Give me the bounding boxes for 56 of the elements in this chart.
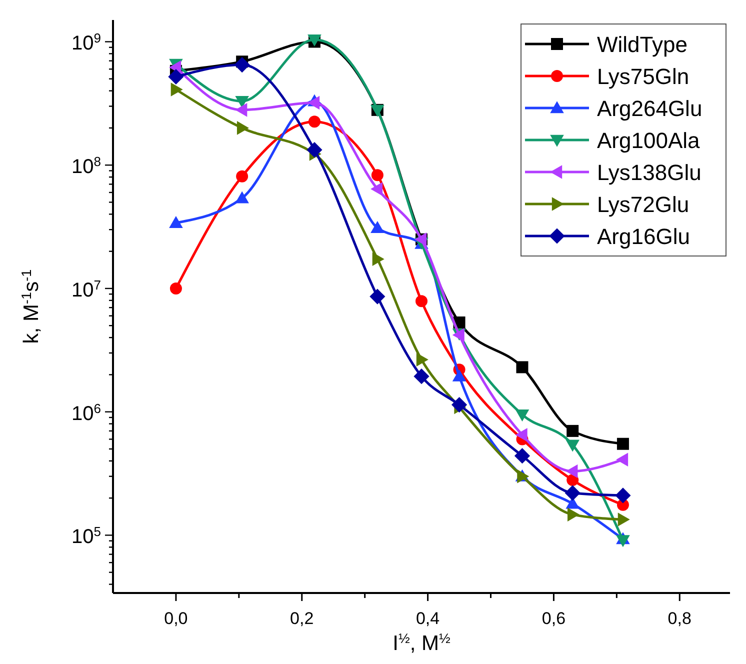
point — [170, 282, 182, 294]
legend-label: Lys138Glu — [597, 160, 702, 185]
point — [370, 220, 384, 233]
legend-label: Arg100Ala — [597, 128, 701, 153]
point — [615, 488, 631, 504]
x-tick-label: 0,4 — [416, 609, 440, 628]
point — [451, 397, 468, 413]
x-tick-label: 0,8 — [668, 609, 692, 628]
y-tick-label: 10$^{9}$ — [72, 30, 101, 55]
point — [616, 452, 628, 466]
legend-label: WildType — [597, 32, 688, 57]
point — [168, 68, 184, 85]
y-tick-label: 10$^{5}$ — [72, 524, 101, 548]
legend-label: Arg16Glu — [597, 224, 690, 249]
point — [616, 438, 629, 450]
point — [372, 252, 384, 266]
point — [515, 428, 528, 442]
y-tick-label: 10$^{8}$ — [72, 154, 101, 178]
point — [616, 535, 630, 548]
point — [370, 288, 386, 304]
point — [370, 182, 383, 196]
point — [566, 424, 579, 437]
point — [170, 82, 183, 96]
point — [568, 508, 580, 522]
point — [416, 295, 428, 308]
point — [371, 169, 384, 182]
legend-label: Lys72Glu — [597, 192, 690, 217]
legend-label: Lys75Gln — [597, 64, 690, 89]
point — [514, 448, 530, 464]
point — [566, 464, 578, 478]
point — [618, 512, 630, 526]
point — [516, 361, 528, 374]
y-tick-label: 10$^{7}$ — [72, 276, 101, 302]
point — [236, 170, 248, 182]
x-tick-label: 0,6 — [542, 609, 566, 628]
point — [416, 352, 428, 367]
point — [169, 216, 183, 228]
point — [452, 369, 466, 382]
legend-label: Arg264Glu — [597, 96, 702, 121]
point — [564, 485, 580, 501]
point — [235, 103, 248, 117]
point — [566, 440, 580, 452]
y-tick-label: 10$^{6}$ — [72, 400, 101, 425]
x-axis-title: I$^{½}$, M$^{½}$ — [392, 630, 452, 655]
point — [566, 474, 579, 486]
point — [414, 368, 430, 384]
point — [515, 409, 530, 422]
point — [306, 142, 322, 158]
x-tick-label: 0,0 — [164, 609, 188, 628]
point — [308, 96, 320, 110]
x-tick-label: 0,2 — [290, 609, 314, 628]
point — [234, 57, 250, 73]
point — [308, 116, 320, 128]
point — [235, 191, 249, 204]
point — [235, 96, 249, 108]
point — [236, 121, 249, 135]
